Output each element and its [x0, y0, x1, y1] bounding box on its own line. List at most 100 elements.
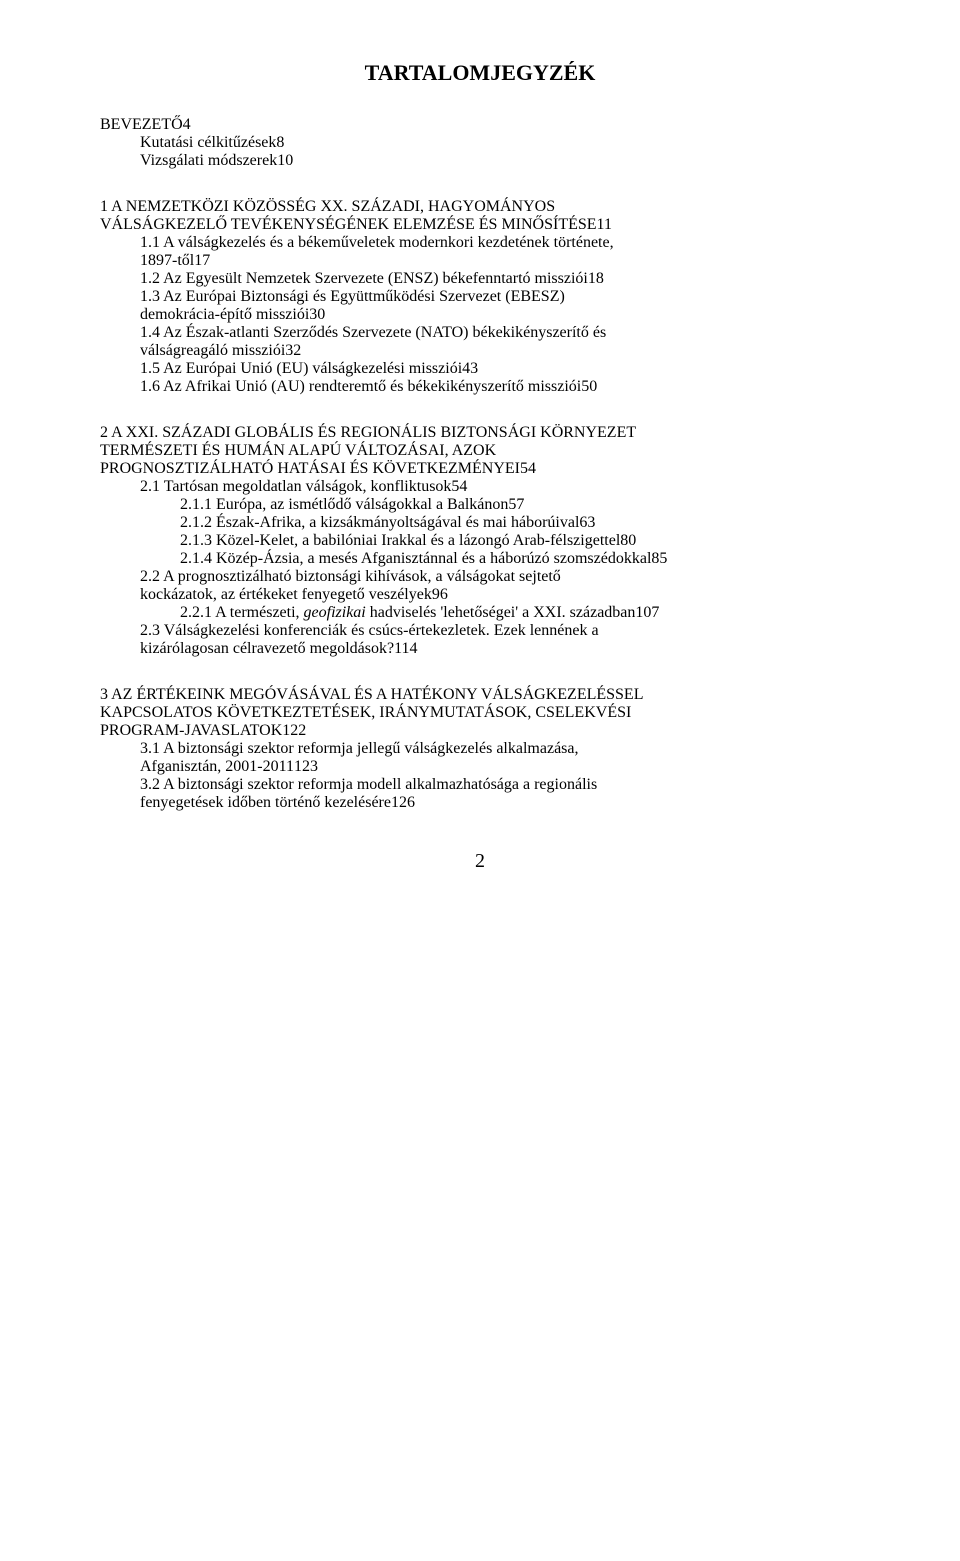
toc-entry-text: 1.6 Az Afrikai Unió (AU) rendteremtő és …	[140, 378, 581, 396]
toc-entry: 2.1.4 Közép-Ázsia, a mesés Afganisztánna…	[180, 550, 860, 568]
toc-entry: 2.2.1 A természeti, geofizikai hadviselé…	[180, 604, 860, 622]
toc-entry-text: Afganisztán, 2001-2011	[140, 758, 294, 776]
toc-entry-text: 2.1 Tartósan megoldatlan válságok, konfl…	[140, 478, 451, 496]
toc-entry-lastline: 2.1.3 Közel-Kelet, a babilóniai Irakkal …	[180, 532, 860, 550]
toc-entry: 1.3 Az Európai Biztonsági és Együttműköd…	[140, 288, 860, 324]
toc-entry-text: fenyegetések időben történő kezelésére	[140, 794, 391, 812]
toc-entry-lastline: BEVEZETŐ 4	[100, 116, 860, 134]
toc-entry-text: BEVEZETŐ	[100, 116, 183, 134]
toc-entry: 3.2 A biztonsági szektor reformja modell…	[140, 776, 860, 812]
toc-entry: 3 AZ ÉRTÉKEINK MEGÓVÁSÁVAL ÉS A HATÉKONY…	[100, 686, 860, 740]
toc-page-number: 32	[285, 342, 301, 360]
toc-entry-text: 2.1.4 Közép-Ázsia, a mesés Afganisztánna…	[180, 550, 651, 568]
toc-entry-lastline: Kutatási célkitűzések 8	[140, 134, 860, 152]
toc-entry: 2.1 Tartósan megoldatlan válságok, konfl…	[140, 478, 860, 496]
toc-entry-text: 1.2 Az Egyesült Nemzetek Szervezete (ENS…	[140, 270, 588, 288]
toc-entry-lastline: 1.5 Az Európai Unió (EU) válságkezelési …	[140, 360, 860, 378]
toc-entry-text: 1.4 Az Észak-atlanti Szerződés Szervezet…	[140, 324, 860, 342]
toc-entry: Kutatási célkitűzések 8	[140, 134, 860, 152]
toc-entry-lastline: 1.2 Az Egyesült Nemzetek Szervezete (ENS…	[140, 270, 860, 288]
toc-container: BEVEZETŐ 4Kutatási célkitűzések 8Vizsgál…	[100, 116, 860, 812]
toc-entry-text: 2.3 Válságkezelési konferenciák és csúcs…	[140, 622, 860, 640]
toc-entry-text: válságreagáló missziói	[140, 342, 285, 360]
toc-entry: 1.2 Az Egyesült Nemzetek Szervezete (ENS…	[140, 270, 860, 288]
toc-entry-text: 2.1.2 Észak-Afrika, a kizsákmányoltságáv…	[180, 514, 579, 532]
toc-page-number: 8	[276, 134, 284, 152]
toc-entry-text: 3.2 A biztonsági szektor reformja modell…	[140, 776, 860, 794]
toc-group: 1 A NEMZETKÖZI KÖZÖSSÉG XX. SZÁZADI, HAG…	[100, 198, 860, 396]
toc-entry-text: 1 A NEMZETKÖZI KÖZÖSSÉG XX. SZÁZADI, HAG…	[100, 198, 860, 216]
toc-entry: 1.4 Az Észak-atlanti Szerződés Szervezet…	[140, 324, 860, 360]
toc-entry-text: 2.1.1 Európa, az ismétlődő válságokkal a…	[180, 496, 508, 514]
toc-page-number: 30	[309, 306, 325, 324]
toc-entry-lastline: demokrácia-építő missziói 30	[140, 306, 860, 324]
toc-page-number: 4	[183, 116, 191, 134]
toc-entry: 2.3 Válságkezelési konferenciák és csúcs…	[140, 622, 860, 658]
toc-entry: 1 A NEMZETKÖZI KÖZÖSSÉG XX. SZÁZADI, HAG…	[100, 198, 860, 234]
toc-entry-lastline: Afganisztán, 2001-2011 123	[140, 758, 860, 776]
toc-page-number: 80	[620, 532, 636, 550]
toc-entry: 3.1 A biztonsági szektor reformja jelleg…	[140, 740, 860, 776]
toc-entry: 2.1.3 Közel-Kelet, a babilóniai Irakkal …	[180, 532, 860, 550]
toc-entry-lastline: Vizsgálati módszerek 10	[140, 152, 860, 170]
toc-entry-text: 1.3 Az Európai Biztonsági és Együttműköd…	[140, 288, 860, 306]
toc-entry: 1.1 A válságkezelés és a békeműveletek m…	[140, 234, 860, 270]
toc-entry-text: kockázatok, az értékeket fenyegető veszé…	[140, 586, 432, 604]
toc-page-number: 123	[294, 758, 318, 776]
toc-page-number: 54	[451, 478, 467, 496]
toc-page-number: 122	[282, 722, 306, 740]
toc-entry-text: 3.1 A biztonsági szektor reformja jelleg…	[140, 740, 860, 758]
page-title: TARTALOMJEGYZÉK	[100, 60, 860, 86]
toc-page-number: 18	[588, 270, 604, 288]
toc-group: BEVEZETŐ 4Kutatási célkitűzések 8Vizsgál…	[100, 116, 860, 170]
toc-page-number: 10	[277, 152, 293, 170]
toc-entry-text: Vizsgálati módszerek	[140, 152, 277, 170]
toc-entry-text: 1.5 Az Európai Unió (EU) válságkezelési …	[140, 360, 462, 378]
toc-entry-text: 1.1 A válságkezelés és a békeműveletek m…	[140, 234, 860, 252]
toc-page-number: 50	[581, 378, 597, 396]
toc-entry-lastline: válságreagáló missziói 32	[140, 342, 860, 360]
toc-entry: BEVEZETŐ 4	[100, 116, 860, 134]
toc-entry: 1.5 Az Európai Unió (EU) válságkezelési …	[140, 360, 860, 378]
toc-group: 2 A XXI. SZÁZADI GLOBÁLIS ÉS REGIONÁLIS …	[100, 424, 860, 658]
toc-entry-lastline: PROGRAM-JAVASLATOK 122	[100, 722, 860, 740]
toc-entry-lastline: fenyegetések időben történő kezelésére 1…	[140, 794, 860, 812]
toc-entry-text: 1897-től	[140, 252, 194, 270]
toc-entry-text: 2.2.1 A természeti, geofizikai hadviselé…	[180, 604, 635, 622]
toc-entry-lastline: PROGNOSZTIZÁLHATÓ HATÁSAI ÉS KÖVETKEZMÉN…	[100, 460, 860, 478]
toc-entry-text: 2.2 A prognosztizálható biztonsági kihív…	[140, 568, 860, 586]
toc-page-number: 54	[520, 460, 536, 478]
toc-entry-text: KAPCSOLATOS KÖVETKEZTETÉSEK, IRÁNYMUTATÁ…	[100, 704, 860, 722]
toc-entry-lastline: 1.6 Az Afrikai Unió (AU) rendteremtő és …	[140, 378, 860, 396]
toc-page-number: 85	[651, 550, 667, 568]
toc-entry-text: demokrácia-építő missziói	[140, 306, 309, 324]
toc-page-number: 96	[432, 586, 448, 604]
toc-page-number: 57	[508, 496, 524, 514]
page-footer-number: 2	[100, 850, 860, 873]
toc-page-number: 11	[597, 216, 612, 234]
toc-entry: 2.1.2 Észak-Afrika, a kizsákmányoltságáv…	[180, 514, 860, 532]
toc-entry-text: Kutatási célkitűzések	[140, 134, 276, 152]
toc-entry-text: PROGNOSZTIZÁLHATÓ HATÁSAI ÉS KÖVETKEZMÉN…	[100, 460, 520, 478]
toc-entry-text: 2.1.3 Közel-Kelet, a babilóniai Irakkal …	[180, 532, 620, 550]
toc-entry-text: 2 A XXI. SZÁZADI GLOBÁLIS ÉS REGIONÁLIS …	[100, 424, 860, 442]
toc-entry-text: TERMÉSZETI ÉS HUMÁN ALAPÚ VÁLTOZÁSAI, AZ…	[100, 442, 860, 460]
toc-entry-lastline: 1897-től 17	[140, 252, 860, 270]
toc-entry-text: VÁLSÁGKEZELŐ TEVÉKENYSÉGÉNEK ELEMZÉSE ÉS…	[100, 216, 597, 234]
toc-entry: Vizsgálati módszerek 10	[140, 152, 860, 170]
toc-page-number: 114	[394, 640, 417, 658]
toc-page-number: 107	[635, 604, 659, 622]
toc-entry-lastline: kizárólagosan célravezető megoldások? 11…	[140, 640, 860, 658]
toc-page-number: 126	[391, 794, 415, 812]
toc-entry-lastline: kockázatok, az értékeket fenyegető veszé…	[140, 586, 860, 604]
toc-entry-text: 3 AZ ÉRTÉKEINK MEGÓVÁSÁVAL ÉS A HATÉKONY…	[100, 686, 860, 704]
toc-entry-lastline: VÁLSÁGKEZELŐ TEVÉKENYSÉGÉNEK ELEMZÉSE ÉS…	[100, 216, 860, 234]
toc-entry: 2.1.1 Európa, az ismétlődő válságokkal a…	[180, 496, 860, 514]
toc-entry: 2 A XXI. SZÁZADI GLOBÁLIS ÉS REGIONÁLIS …	[100, 424, 860, 478]
toc-entry-lastline: 2.2.1 A természeti, geofizikai hadviselé…	[180, 604, 860, 622]
toc-entry-lastline: 2.1.2 Észak-Afrika, a kizsákmányoltságáv…	[180, 514, 860, 532]
toc-entry-lastline: 2.1.1 Európa, az ismétlődő válságokkal a…	[180, 496, 860, 514]
toc-group: 3 AZ ÉRTÉKEINK MEGÓVÁSÁVAL ÉS A HATÉKONY…	[100, 686, 860, 812]
toc-entry: 2.2 A prognosztizálható biztonsági kihív…	[140, 568, 860, 604]
toc-entry-lastline: 2.1 Tartósan megoldatlan válságok, konfl…	[140, 478, 860, 496]
